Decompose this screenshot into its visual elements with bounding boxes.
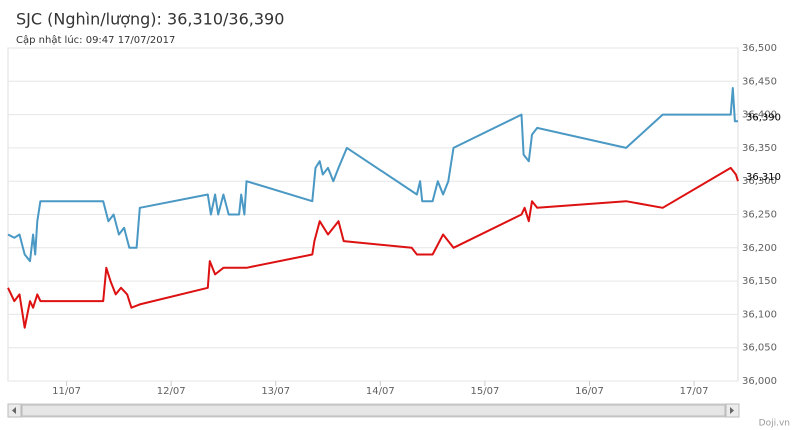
credits[interactable]: Doji.vn	[759, 419, 790, 429]
x-tick-label: 14/07	[366, 386, 395, 397]
chart-subtitle: Cập nhật lúc: 09:47 17/07/2017	[16, 34, 175, 46]
last-value-label: 36,310	[746, 172, 781, 183]
y-tick-label: 36,400	[742, 110, 777, 121]
scroll-right-arrow	[730, 407, 734, 414]
y-tick-label: 36,250	[742, 210, 777, 221]
series-line	[7, 166, 739, 329]
series-line	[7, 87, 738, 263]
x-tick-label: 11/07	[52, 386, 81, 397]
x-tick-label: 13/07	[261, 386, 290, 397]
y-tick-label: 36,000	[742, 376, 777, 387]
y-tick-label: 36,050	[742, 343, 777, 354]
y-tick-label: 36,100	[742, 309, 777, 320]
chart-title: SJC (Nghìn/lượng): 36,310/36,390	[16, 10, 284, 29]
last-value-label: 36,390	[746, 112, 781, 123]
scrollbar-thumb[interactable]	[21, 404, 726, 417]
x-tick-label: 17/07	[680, 386, 709, 397]
y-tick-label: 36,150	[742, 276, 777, 287]
y-tick-label: 36,200	[742, 243, 777, 254]
y-tick-label: 36,500	[742, 43, 777, 54]
y-tick-label: 36,300	[742, 176, 777, 187]
x-tick-label: 16/07	[575, 386, 604, 397]
y-tick-label: 36,450	[742, 76, 777, 87]
x-tick-label: 12/07	[157, 386, 186, 397]
y-tick-label: 36,350	[742, 143, 777, 154]
x-tick-label: 15/07	[470, 386, 499, 397]
scroll-left-arrow	[12, 407, 16, 414]
